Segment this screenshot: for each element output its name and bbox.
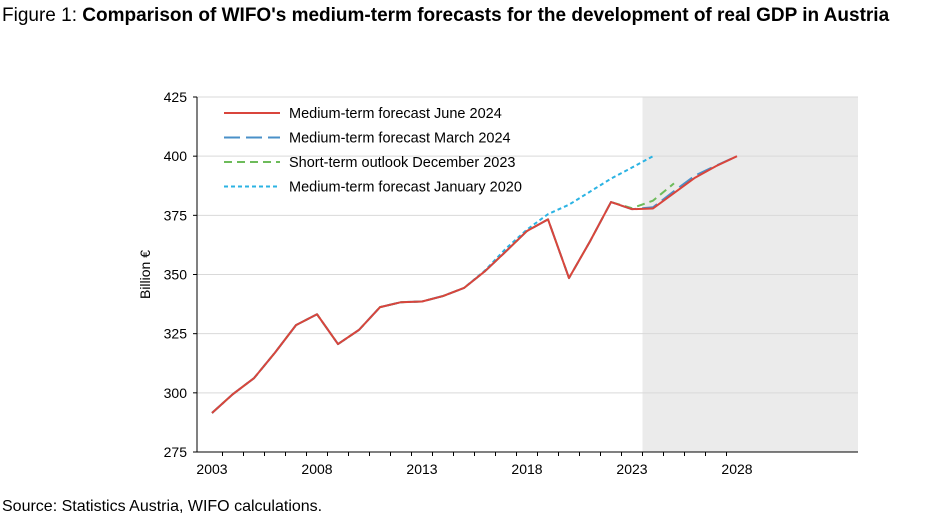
y-axis-title: Billion € bbox=[137, 250, 153, 299]
y-tick-label: 400 bbox=[164, 148, 188, 164]
legend-entry-1: Medium-term forecast March 2024 bbox=[289, 131, 511, 147]
y-tick-label: 350 bbox=[164, 267, 188, 283]
legend-entry-2: Short-term outlook December 2023 bbox=[289, 155, 515, 171]
y-tick-label: 325 bbox=[164, 326, 188, 342]
legend-entry-0: Medium-term forecast June 2024 bbox=[289, 106, 502, 122]
figure-title-prefix: Figure 1: bbox=[2, 5, 83, 26]
x-tick-label: 2018 bbox=[511, 461, 542, 477]
x-tick-label: 2028 bbox=[721, 461, 752, 477]
y-tick-label: 425 bbox=[164, 89, 188, 105]
x-tick-label: 2013 bbox=[406, 461, 437, 477]
source-note: Source: Statistics Austria, WIFO calcula… bbox=[2, 498, 323, 515]
x-tick-label: 2008 bbox=[301, 461, 332, 477]
legend-entry-3: Medium-term forecast January 2020 bbox=[289, 180, 522, 196]
figure-title-main: Comparison of WIFO's medium-term forecas… bbox=[82, 5, 890, 26]
gdp-line-chart: 275 300 325 350 375 400 425 2003 2008 2013 2018 202… bbox=[137, 89, 858, 477]
series-line-3 bbox=[211, 155, 654, 414]
series-line-0 bbox=[211, 155, 738, 414]
series-line-2 bbox=[211, 182, 675, 414]
x-tick-label: 2003 bbox=[196, 461, 227, 477]
y-tick-label: 375 bbox=[164, 207, 188, 223]
figure-title: Figure 1: Comparison of WIFO's medium-te… bbox=[2, 2, 948, 29]
y-tick-label: 275 bbox=[164, 444, 188, 460]
y-tick-label: 300 bbox=[164, 385, 188, 401]
x-tick-label: 2023 bbox=[616, 461, 647, 477]
